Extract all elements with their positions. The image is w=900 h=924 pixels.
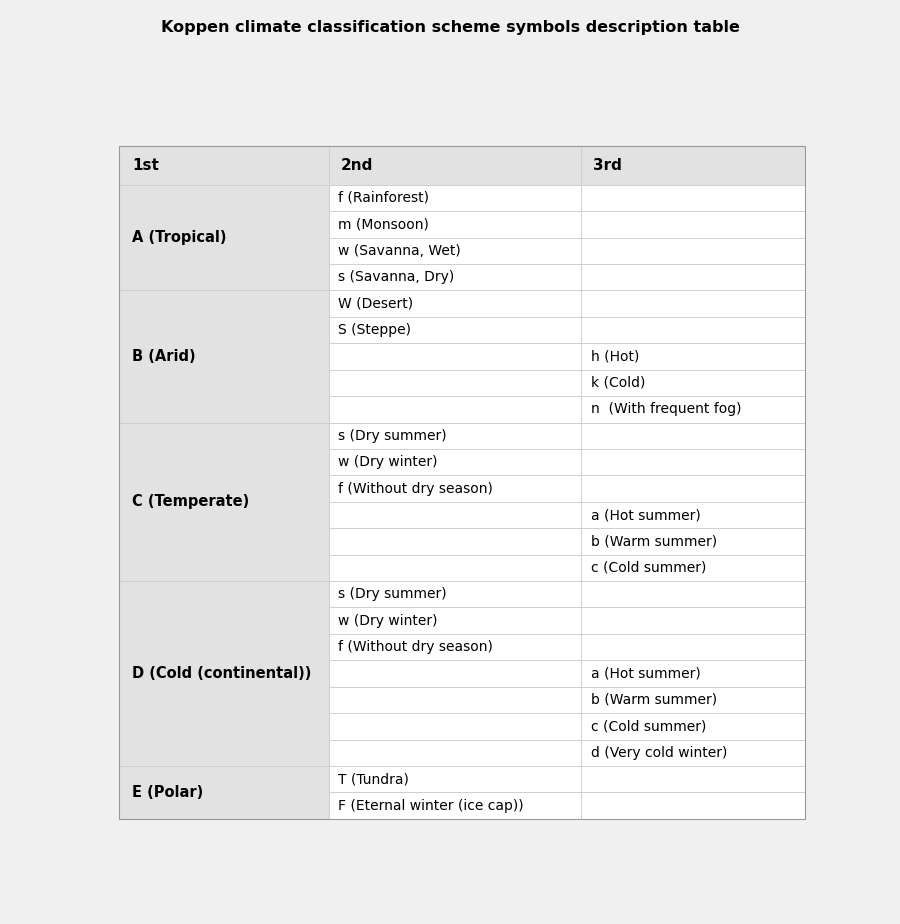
Text: S (Steppe): S (Steppe)	[338, 323, 411, 337]
Text: f (Without dry season): f (Without dry season)	[338, 640, 493, 654]
Bar	[328, 661, 580, 687]
Bar	[328, 793, 580, 819]
Text: s (Dry summer): s (Dry summer)	[338, 588, 447, 602]
Bar	[580, 766, 806, 793]
Text: E (Polar): E (Polar)	[132, 784, 203, 800]
Bar	[580, 237, 806, 264]
Text: Koppen climate classification scheme symbols description table: Koppen climate classification scheme sym…	[160, 20, 740, 35]
Bar	[580, 581, 806, 607]
Bar	[328, 344, 580, 370]
Text: c (Cold summer): c (Cold summer)	[590, 720, 706, 734]
Text: 3rd: 3rd	[593, 158, 622, 173]
Bar	[328, 502, 580, 529]
Bar	[580, 739, 806, 766]
Bar	[580, 317, 806, 344]
Bar	[120, 146, 328, 185]
Text: W (Desert): W (Desert)	[338, 297, 413, 310]
Bar	[328, 607, 580, 634]
Bar	[580, 554, 806, 581]
Bar	[328, 634, 580, 661]
Bar	[120, 290, 328, 422]
Text: w (Dry winter): w (Dry winter)	[338, 456, 438, 469]
Bar	[328, 687, 580, 713]
Text: f (Without dry season): f (Without dry season)	[338, 481, 493, 495]
Text: w (Dry winter): w (Dry winter)	[338, 614, 438, 627]
Bar	[580, 264, 806, 290]
Text: F (Eternal winter (ice cap)): F (Eternal winter (ice cap))	[338, 798, 524, 812]
Bar	[120, 581, 328, 766]
Bar	[328, 290, 580, 317]
Bar	[580, 634, 806, 661]
Bar	[580, 396, 806, 422]
Text: m (Monsoon): m (Monsoon)	[338, 217, 429, 231]
Bar	[580, 212, 806, 237]
Text: k (Cold): k (Cold)	[590, 376, 645, 390]
Bar	[580, 661, 806, 687]
Bar	[328, 370, 580, 396]
Text: T (Tundra): T (Tundra)	[338, 772, 410, 786]
Text: h (Hot): h (Hot)	[590, 349, 639, 363]
Bar	[328, 422, 580, 449]
Bar	[328, 766, 580, 793]
Text: n  (With frequent fog): n (With frequent fog)	[590, 402, 742, 417]
Text: b (Warm summer): b (Warm summer)	[590, 693, 716, 707]
Bar	[328, 713, 580, 739]
Bar	[580, 146, 806, 185]
Bar	[120, 185, 328, 290]
Bar	[580, 185, 806, 212]
Text: 1st: 1st	[132, 158, 159, 173]
Bar	[328, 529, 580, 554]
Text: B (Arid): B (Arid)	[132, 349, 195, 364]
Bar	[328, 212, 580, 237]
Bar	[580, 687, 806, 713]
Bar	[328, 396, 580, 422]
Text: s (Dry summer): s (Dry summer)	[338, 429, 447, 443]
Text: C (Temperate): C (Temperate)	[132, 494, 249, 509]
Text: f (Rainforest): f (Rainforest)	[338, 191, 429, 205]
Text: b (Warm summer): b (Warm summer)	[590, 534, 716, 549]
Text: s (Savanna, Dry): s (Savanna, Dry)	[338, 270, 454, 285]
Bar	[328, 264, 580, 290]
Bar	[328, 185, 580, 212]
Text: A (Tropical): A (Tropical)	[132, 230, 227, 245]
Bar	[120, 766, 328, 819]
Bar	[328, 449, 580, 475]
Bar	[328, 581, 580, 607]
Bar	[328, 237, 580, 264]
Bar	[580, 290, 806, 317]
Bar	[580, 502, 806, 529]
Bar	[580, 344, 806, 370]
Text: w (Savanna, Wet): w (Savanna, Wet)	[338, 244, 461, 258]
Text: d (Very cold winter): d (Very cold winter)	[590, 746, 727, 760]
Bar	[580, 449, 806, 475]
Bar	[580, 475, 806, 502]
Bar	[328, 739, 580, 766]
Bar	[580, 529, 806, 554]
Text: D (Cold (continental)): D (Cold (continental))	[132, 666, 311, 681]
Bar	[580, 713, 806, 739]
Bar	[580, 370, 806, 396]
Text: c (Cold summer): c (Cold summer)	[590, 561, 706, 575]
Text: a (Hot summer): a (Hot summer)	[590, 508, 700, 522]
Bar	[580, 793, 806, 819]
Bar	[328, 475, 580, 502]
Bar	[580, 607, 806, 634]
Text: 2nd: 2nd	[341, 158, 374, 173]
Bar	[328, 554, 580, 581]
Bar	[120, 422, 328, 581]
Bar	[580, 422, 806, 449]
Bar	[328, 317, 580, 344]
Bar	[328, 146, 580, 185]
Text: a (Hot summer): a (Hot summer)	[590, 666, 700, 680]
